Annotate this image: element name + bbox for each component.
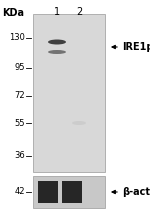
Text: 130: 130 — [9, 34, 25, 42]
Bar — [33, 14, 105, 172]
Text: 42: 42 — [15, 188, 25, 196]
Text: KDa: KDa — [2, 8, 24, 18]
Bar — [33, 176, 105, 208]
Text: 55: 55 — [15, 119, 25, 127]
Ellipse shape — [48, 39, 66, 45]
Ellipse shape — [48, 50, 66, 54]
Bar — [62, 181, 82, 203]
Bar — [38, 181, 58, 203]
Text: 95: 95 — [15, 64, 25, 73]
Text: IRE1p: IRE1p — [122, 42, 150, 52]
Ellipse shape — [72, 121, 86, 125]
Text: 2: 2 — [76, 7, 82, 17]
Text: 1: 1 — [54, 7, 60, 17]
Text: β-actin: β-actin — [122, 187, 150, 197]
Text: 72: 72 — [14, 92, 25, 100]
Text: 36: 36 — [14, 151, 25, 161]
